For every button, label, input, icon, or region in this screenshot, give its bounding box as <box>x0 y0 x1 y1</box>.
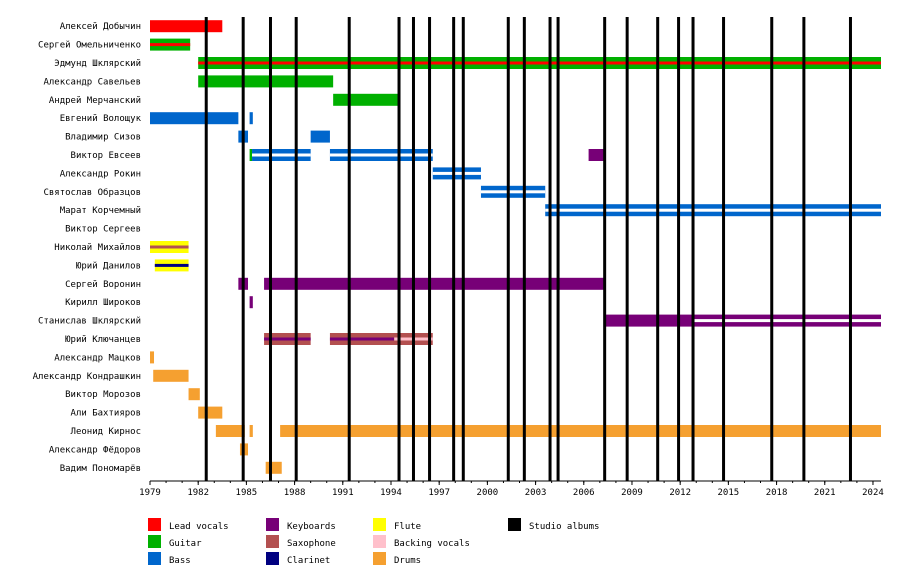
member-name: Вадим Пономарёв <box>60 464 141 474</box>
member-bar <box>249 149 253 161</box>
member-name: Юрий Данилов <box>76 261 141 271</box>
member-bar-stripe <box>198 61 881 65</box>
member-bar-stripe <box>545 208 881 212</box>
member-name: Леонид Кирнос <box>71 427 141 437</box>
member-name: Кирилл Широков <box>65 298 141 308</box>
member-name: Юрий Ключанцев <box>65 335 141 345</box>
member-bar <box>264 277 605 290</box>
x-tick-label: 1979 <box>139 488 161 498</box>
member-bar <box>310 130 330 143</box>
legend-swatch <box>508 518 521 531</box>
legend-swatch <box>373 535 386 548</box>
x-tick-label: 1985 <box>236 488 258 498</box>
member-bar-stripe <box>432 171 481 175</box>
legend-label: Drums <box>394 556 421 566</box>
member-name: Александр Кондрашкин <box>33 372 141 382</box>
legend-label: Bass <box>169 556 191 566</box>
member-name: Александр Рокин <box>60 169 141 179</box>
legend-label: Saxophone <box>287 539 336 549</box>
member-name: Евгений Волощук <box>60 114 142 124</box>
member-bar <box>249 425 253 437</box>
member-bar <box>588 149 605 161</box>
legend-swatch <box>148 552 161 565</box>
x-tick-label: 2009 <box>621 488 643 498</box>
member-name: Андрей Мерчанский <box>49 96 141 106</box>
legend-label: Guitar <box>169 539 202 549</box>
legend-swatch <box>266 552 279 565</box>
x-tick-label: 1982 <box>187 488 209 498</box>
member-bar <box>153 369 189 382</box>
x-tick-label: 1991 <box>332 488 354 498</box>
x-tick-label: 2003 <box>525 488 547 498</box>
member-name: Александр Фёдоров <box>49 445 141 455</box>
legend-swatch <box>373 518 386 531</box>
x-tick-label: 1988 <box>284 488 306 498</box>
member-name: Сергей Омельниченко <box>38 41 141 51</box>
legend-label: Flute <box>394 522 421 532</box>
legend-swatch <box>148 535 161 548</box>
member-bar <box>150 20 223 33</box>
x-tick-label: 1994 <box>380 488 402 498</box>
member-name: Святослав Образцов <box>43 187 141 198</box>
member-bar <box>150 351 155 364</box>
x-axis: 1979 1982 1985 1988 1991 1994 1997 2000 2003 2006… <box>139 480 884 498</box>
member-names: Алексей Добычин Сергей Омельниченко Эдмунд… <box>33 21 142 474</box>
member-bar <box>198 75 334 88</box>
member-name: Александр Савельев <box>43 77 141 87</box>
member-name: Станислав Шклярский <box>38 317 141 327</box>
x-tick-label: 2015 <box>718 488 740 498</box>
member-bar-stripe <box>150 245 189 249</box>
member-bar <box>198 406 223 419</box>
member-bar <box>150 112 239 125</box>
member-bar <box>188 388 200 401</box>
x-tick-label: 2018 <box>766 488 788 498</box>
legend-label: Keyboards <box>287 522 336 532</box>
member-bar <box>333 93 400 106</box>
member-bar-stripe <box>329 337 395 341</box>
member-name: Александр Мацков <box>54 353 141 363</box>
legend-swatch <box>266 535 279 548</box>
x-tick-label: 2000 <box>477 488 499 498</box>
member-name: Виктор Морозов <box>65 390 141 400</box>
x-tick-label: 1997 <box>428 488 450 498</box>
member-bar-stripe <box>264 337 311 341</box>
legend-label: Studio albums <box>529 522 599 532</box>
member-bar-stripe <box>252 153 311 157</box>
member-bar <box>265 461 282 474</box>
member-bar <box>249 296 253 309</box>
x-tick-label: 2024 <box>862 488 884 498</box>
member-name: Владимир Сизов <box>65 133 141 143</box>
legend-label: Backing vocals <box>394 539 470 549</box>
member-name: Марат Корчемный <box>60 206 141 216</box>
member-name: Виктор Евсеев <box>71 151 141 161</box>
member-name: Виктор Сергеев <box>65 225 141 235</box>
member-bar-stripe <box>693 319 881 323</box>
member-bar <box>215 425 245 437</box>
legend-swatch <box>148 518 161 531</box>
x-tick-label: 2006 <box>573 488 595 498</box>
legend-swatch <box>373 552 386 565</box>
legend-label: Clarinet <box>287 556 330 566</box>
legend-swatch <box>266 518 279 531</box>
member-bar-stripe <box>150 43 191 47</box>
member-name: Али Бахтияров <box>71 409 141 419</box>
member-name: Алексей Добычин <box>60 21 141 32</box>
x-tick-label: 2012 <box>669 488 691 498</box>
member-bar-stripe <box>154 263 189 267</box>
member-bar-stripe <box>480 190 546 194</box>
member-name: Николай Михайлов <box>54 243 141 253</box>
album-lines <box>204 17 852 481</box>
x-tick-label: 2021 <box>814 488 836 498</box>
legend: Lead vocals Guitar Bass Keyboards Saxophone C… <box>148 518 599 566</box>
member-name: Эдмунд Шклярский <box>54 59 141 69</box>
legend-label: Lead vocals <box>169 522 229 532</box>
member-bar-stripe <box>329 153 433 157</box>
member-name: Сергей Воронин <box>65 280 141 290</box>
member-bar <box>280 425 882 437</box>
member-bar <box>249 112 253 125</box>
